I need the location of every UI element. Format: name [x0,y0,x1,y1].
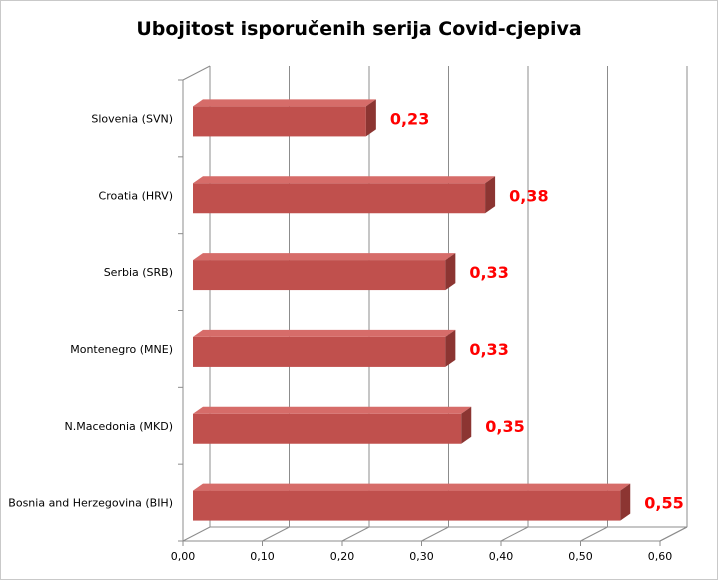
bar [193,106,366,137]
bar [193,183,486,214]
gridlines [182,65,688,542]
bar [193,490,621,521]
x-tick-label: 0,10 [250,550,275,563]
bar-side-face [445,329,456,367]
data-label: 0,35 [485,417,524,436]
bar [193,260,446,291]
data-label: 0,33 [469,263,508,282]
axes: 0,00 0,10 0,20 0,30 0,40 0,50 0,60 [171,79,673,563]
bar-top-face [193,329,456,337]
x-tick-label: 0,50 [568,550,593,563]
chart-title: Ubojitost isporučenih serija Covid-cjepi… [136,18,582,40]
data-label: 0,38 [509,186,548,205]
category-label: Montenegro (MNE) [70,343,173,356]
category-label: N.Macedonia (MKD) [64,420,173,433]
category-label: Slovenia (SVN) [91,112,173,125]
bars [193,99,631,521]
floor-gridline [500,526,529,542]
x-tick-label: 0,00 [171,550,196,563]
data-label: 0,33 [469,340,508,359]
x-tick-label: 0,40 [489,550,514,563]
bar-top-face [193,176,496,184]
category-label: Croatia (HRV) [99,189,173,202]
bar-side-face [445,253,456,291]
bar-top-face [193,406,472,414]
category-label: Bosnia and Herzegovina (BIH) [8,497,173,510]
floor-gridline [182,526,211,542]
floor-gridline [580,526,608,542]
floor-gridline [341,526,370,542]
labels: Slovenia (SVN) 0,23 Croatia (HRV) 0,38 Serbi… [8,109,683,512]
bar-top-face [193,99,376,107]
x-tick-label: 0,30 [409,550,434,563]
category-label: Serbia (SRB) [104,266,173,279]
bar-top-face [193,253,456,261]
bar-side-face [485,176,496,214]
bar-side-face [620,483,631,521]
bar-top-face [193,483,631,491]
x-tick-label: 0,60 [648,550,673,563]
floor-gridline [421,526,449,542]
x-tick-label: 0,20 [330,550,355,563]
data-label: 0,55 [644,494,683,513]
floor-gridline [262,526,290,542]
floor-right-edge [659,526,688,542]
bar [193,336,446,367]
bar [193,413,462,444]
data-label: 0,23 [390,109,429,128]
bar-side-face [461,406,472,444]
wall-top-edge [182,65,211,81]
bar-side-face [365,99,376,137]
